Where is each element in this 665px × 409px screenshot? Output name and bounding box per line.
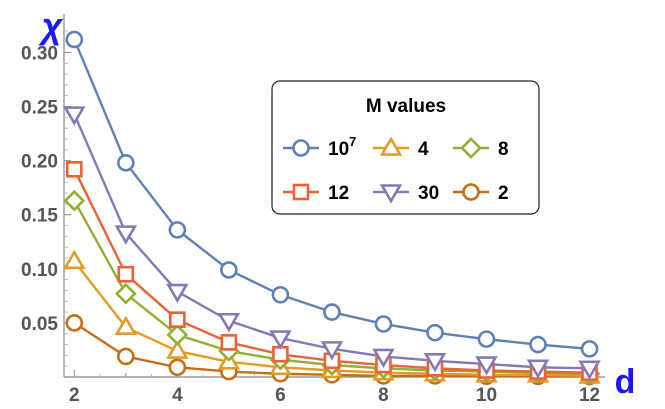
data-point: [269, 330, 292, 350]
y-tick-label: 0.05: [21, 314, 58, 335]
data-point: [475, 356, 498, 376]
legend-swatch-marker: [292, 139, 310, 157]
data-point: [114, 315, 138, 336]
data-point: [271, 285, 290, 304]
x-tick-label: 10: [476, 385, 497, 406]
legend-swatch-marker: [379, 136, 403, 156]
legend-label-superscript: 7: [349, 134, 356, 149]
data-point: [114, 282, 137, 305]
y-tick-label: 0.10: [21, 260, 58, 281]
y-tick-label: 0.30: [21, 43, 58, 64]
x-tick-label: 12: [579, 385, 600, 406]
series-layer: [63, 30, 601, 386]
legend-title: M values: [366, 96, 446, 117]
legend-swatch-marker: [379, 184, 403, 204]
series-4: [63, 106, 601, 380]
x-tick-label: 2: [69, 385, 80, 406]
data-point: [65, 30, 84, 49]
data-point: [169, 311, 186, 328]
legend-entry: 2: [453, 183, 509, 204]
data-point: [220, 334, 238, 351]
data-point: [426, 323, 444, 342]
data-point: [374, 315, 393, 333]
series-0: [65, 30, 599, 358]
data-point: [117, 154, 135, 172]
legend-entry: 30: [373, 183, 439, 204]
data-point: [372, 348, 395, 369]
data-point: [63, 249, 86, 270]
legend-entry: 4: [373, 136, 429, 160]
data-point: [580, 340, 599, 358]
legend-entry: 8: [453, 137, 509, 160]
legend-swatch-marker: [462, 183, 480, 201]
data-point: [529, 335, 547, 354]
x-axis-title: d: [615, 363, 636, 401]
x-tick-label: 6: [275, 385, 286, 406]
legend-label: 2: [498, 183, 509, 204]
legend-swatch-marker: [460, 137, 482, 159]
data-point: [166, 339, 189, 359]
data-point: [65, 314, 84, 332]
data-point: [63, 189, 86, 212]
legend-swatch-marker: [292, 183, 310, 201]
x-tick-label: 8: [378, 385, 389, 406]
x-tick-label: 4: [172, 385, 183, 406]
y-tick-label: 0.20: [21, 152, 58, 173]
legend-label: 12: [328, 183, 349, 204]
data-point: [526, 359, 550, 379]
data-point: [168, 221, 187, 239]
data-point: [220, 261, 238, 279]
legend-label: 4: [418, 139, 429, 160]
data-point: [166, 283, 189, 304]
data-point: [320, 341, 344, 361]
data-point: [117, 347, 135, 366]
legend-label: 30: [418, 183, 439, 204]
data-point: [423, 352, 447, 373]
legend-label: 8: [498, 139, 509, 160]
y-axis-title: χ: [38, 5, 64, 46]
y-tick-label: 0.15: [21, 206, 58, 227]
data-point: [168, 358, 187, 377]
y-tick-label: 0.25: [21, 98, 58, 119]
data-point: [217, 312, 241, 333]
data-point: [578, 360, 601, 380]
data-point: [477, 330, 496, 348]
data-point: [117, 265, 135, 283]
axes: 2 4 6 8 10 12 0.05 0.10 0.15 0.20 0.25 0.30: [21, 14, 605, 406]
legend: M values 107 4 812 30 2: [271, 80, 540, 215]
data-point: [323, 303, 341, 321]
data-point: [63, 106, 86, 126]
data-point: [114, 225, 138, 245]
data-point: [166, 323, 189, 346]
data-point: [66, 160, 83, 178]
legend-entry: 12: [283, 183, 349, 204]
